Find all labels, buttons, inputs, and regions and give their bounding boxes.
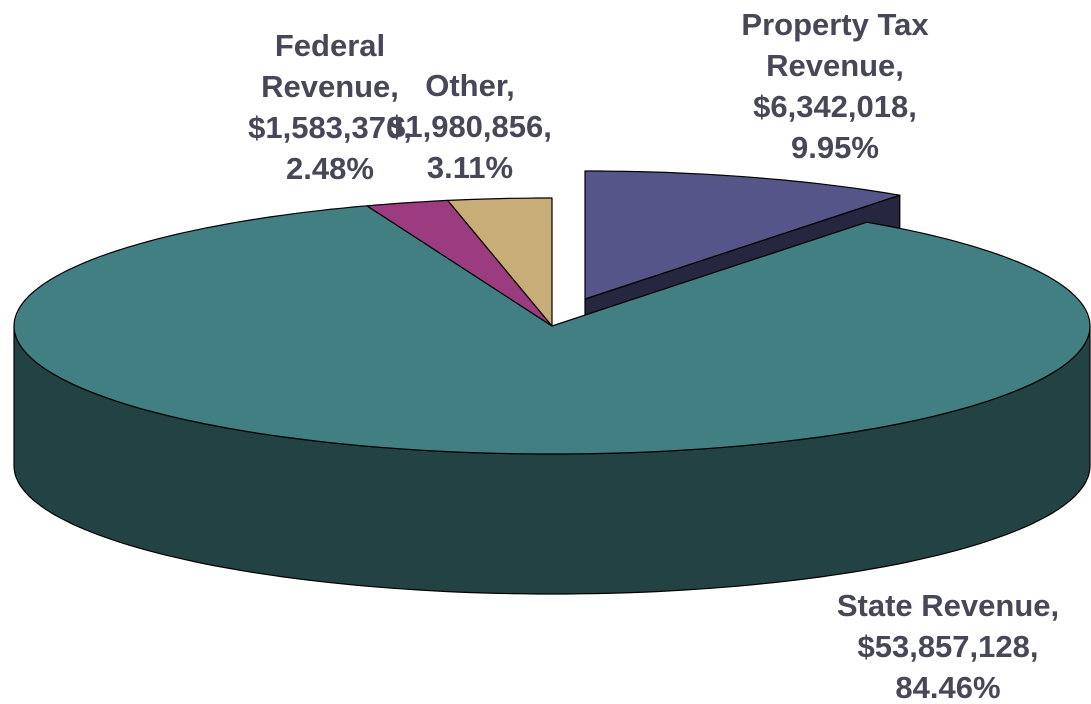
slice (13, 205, 1091, 455)
slice-label-name: Federal Revenue, (261, 28, 399, 104)
slice (584, 170, 901, 300)
slice (447, 197, 553, 327)
slice-label-percent: 2.48% (286, 151, 374, 186)
slice-label-name: Property Tax Revenue, (741, 7, 929, 83)
slice-label-value: $1,980,856, (388, 109, 552, 144)
slice-label-value: $6,342,018, (753, 89, 917, 124)
slice-label-percent: 9.95% (791, 130, 879, 165)
pie (13, 170, 1091, 595)
labels: Property Tax Revenue, $6,342,018, 9.95% Stat… (248, 7, 1059, 704)
slice-label-percent: 84.46% (895, 670, 1000, 704)
slice-label-name: Other, (425, 68, 515, 103)
slice (366, 199, 553, 327)
slice-label-value: $53,857,128, (857, 629, 1038, 664)
slice-label-value: $1,583,370, (248, 110, 412, 145)
slice-label-name: State Revenue, (837, 588, 1059, 623)
slice-label-percent: 3.11% (427, 150, 513, 185)
